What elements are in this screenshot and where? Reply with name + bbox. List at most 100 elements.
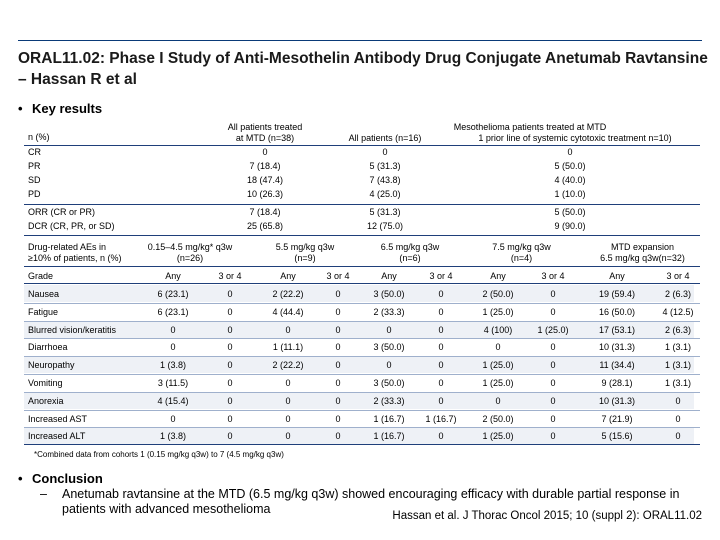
ae-cell: 0 — [335, 378, 341, 388]
ae-cell: 1 (25.0) — [482, 431, 514, 442]
ae-cell: 2 (22.2) — [272, 289, 304, 299]
row-divider — [24, 302, 700, 304]
ae-cell: 4 (15.4) — [157, 395, 189, 406]
ae-cell: 0 — [335, 324, 341, 335]
ae-row-label: Neuropathy — [28, 360, 75, 371]
ae-cell: 0 — [285, 413, 291, 424]
ae-cell: 0 — [285, 431, 291, 442]
ae-cell: 2 (33.3) — [373, 395, 405, 406]
row-band — [24, 391, 694, 409]
ae-cell: 0 — [170, 413, 176, 424]
ae-cell: 0 — [227, 324, 233, 335]
ae-cell: 2 (6.3) — [664, 324, 691, 335]
table1-cell: 0 — [262, 147, 268, 157]
ae-cell: 2 (33.3) — [373, 306, 405, 317]
conclusion-heading: • Conclusion — [18, 471, 103, 486]
ae-cell: 3 (50.0) — [373, 378, 405, 388]
ae-cell: 0 — [335, 431, 341, 442]
ae-header-line2: ≥10% of patients, n (%) — [28, 253, 122, 263]
ae-cell: 0 — [227, 395, 233, 406]
ae-cell: 0 — [550, 289, 556, 299]
ae-cell: 0 — [438, 306, 444, 317]
ae-cell: 3 (50.0) — [373, 342, 405, 353]
bullet-icon: • — [18, 471, 23, 486]
table1-row-label: PD — [28, 189, 41, 199]
table1-bottom-rule — [24, 235, 700, 236]
table1-cell: 5 (31.3) — [369, 161, 401, 171]
ae-cell: 0 — [495, 395, 501, 406]
table1-row-label: ORR (CR or PR) — [28, 207, 95, 217]
ae-cell: 0 — [227, 289, 233, 299]
ae-row-label: Nausea — [28, 289, 60, 299]
ae-cell: 4 (100) — [483, 324, 513, 335]
table1-row-label: PR — [28, 161, 41, 171]
table1-cell: 5 (50.0) — [554, 161, 586, 171]
ae-cell: 0 — [285, 395, 291, 406]
row-divider — [24, 427, 700, 429]
col3-header: 1 prior line of systemic cytotoxic treat… — [478, 133, 672, 143]
table1-cell: 7 (43.8) — [369, 175, 401, 185]
table1-cell: 7 (18.4) — [249, 207, 281, 217]
table1-cell: 4 (40.0) — [554, 175, 586, 185]
ae-cell: 0 — [227, 306, 233, 317]
ae-cell: 0 — [335, 413, 341, 424]
title-rule — [18, 40, 702, 41]
grade-any-header: Any — [490, 271, 506, 281]
ae-cell: 0 — [550, 342, 556, 353]
row-band — [24, 285, 694, 302]
table1-row-label: DCR (CR, PR, or SD) — [28, 221, 115, 231]
ae-group-header: (n=6) — [399, 253, 421, 263]
table2-bottom-rule — [24, 444, 700, 445]
ae-cell: 0 — [170, 342, 176, 353]
ae-cell: 1 (11.1) — [272, 342, 304, 353]
ae-cell: 1 (3.1) — [664, 378, 691, 388]
ae-cell: 0 — [550, 431, 556, 442]
col2-header: All patients (n=16) — [348, 133, 422, 143]
ae-cell: 0 — [386, 360, 392, 371]
ae-row-label: Increased ALT — [28, 431, 86, 442]
ae-cell: 0 — [285, 378, 291, 388]
ae-row-label: Fatigue — [28, 306, 59, 317]
ae-cell: 3 (11.5) — [157, 378, 189, 388]
ae-cell: 1 (25.0) — [537, 324, 569, 335]
ae-cell: 1 (25.0) — [482, 378, 514, 388]
table1-cell: 0 — [382, 147, 388, 157]
row-divider — [24, 338, 700, 340]
ae-cell: 0 — [438, 289, 444, 299]
ae-row-label: Blurred vision/keratitis — [28, 324, 117, 335]
ae-cell: 0 — [675, 395, 681, 406]
ae-cell: 4 (12.5) — [662, 306, 694, 317]
ae-cell: 0 — [386, 324, 392, 335]
row-label-header: n (%) — [28, 132, 50, 142]
grade-label: Grade — [28, 271, 54, 281]
ae-cell: 0 — [438, 431, 444, 442]
table1-mid-rule — [24, 204, 700, 205]
ae-group-header: 7.5 mg/kg q3w — [492, 242, 551, 252]
table1-cell: 25 (65.8) — [246, 221, 284, 231]
ae-cell: 0 — [227, 342, 233, 353]
table2-header-rule — [24, 266, 700, 267]
ae-cell: 0 — [550, 306, 556, 317]
ae-cell: 1 (16.7) — [425, 413, 457, 424]
table1-cell: 9 (90.0) — [554, 221, 586, 231]
ae-group-header: 6.5 mg/kg q3w(n=32) — [600, 253, 685, 263]
table1-cell: 18 (47.4) — [246, 175, 284, 185]
ae-cell: 7 (21.9) — [601, 413, 633, 424]
ae-cell: 0 — [550, 413, 556, 424]
row-band — [24, 356, 694, 374]
ae-group-header: 0.15–4.5 mg/kg* q3w — [147, 242, 233, 252]
ae-cell: 2 (50.0) — [482, 413, 514, 424]
grade-any-header: Any — [165, 271, 181, 281]
grade-3-4-header: 3 or 4 — [429, 271, 453, 281]
ae-cell: 0 — [335, 395, 341, 406]
ae-cell: 1 (3.1) — [664, 360, 691, 371]
table1-header-rule — [24, 145, 700, 146]
ae-cell: 1 (16.7) — [373, 413, 405, 424]
ae-cell: 10 (31.3) — [598, 342, 636, 353]
ae-cell: 0 — [438, 360, 444, 371]
grade-3-4-header: 3 or 4 — [326, 271, 350, 281]
grade-3-4-header: 3 or 4 — [218, 271, 242, 281]
row-divider — [24, 391, 700, 393]
ae-cell: 1 (25.0) — [482, 306, 514, 317]
table1-cell: 5 (50.0) — [554, 207, 586, 217]
